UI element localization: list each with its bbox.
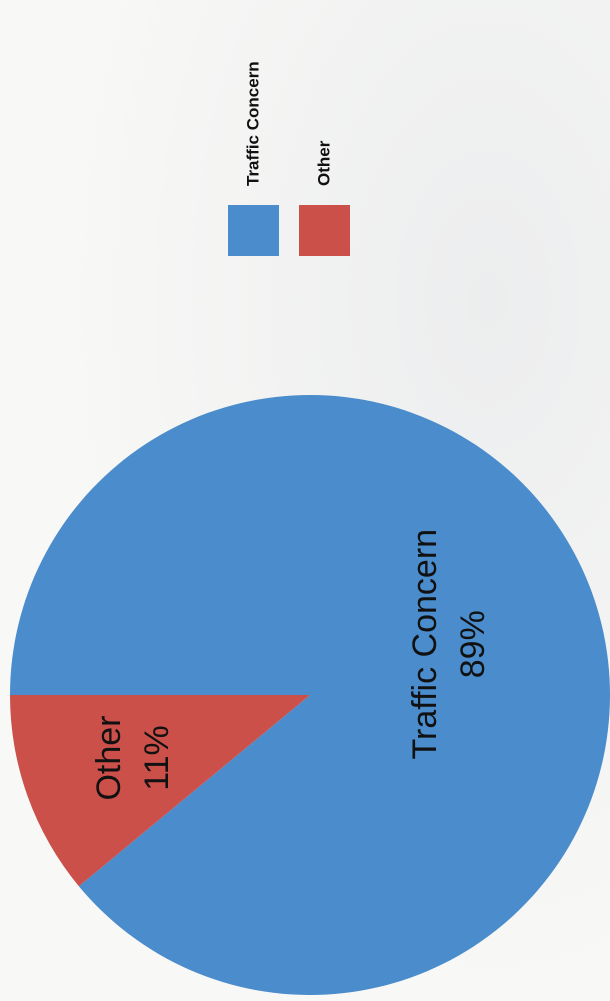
legend-label: Other bbox=[314, 140, 333, 186]
slice-label: Other bbox=[90, 715, 128, 800]
legend-label: Traffic Concern bbox=[243, 61, 262, 186]
slice-value-label: 11% bbox=[138, 725, 176, 791]
chart: Traffic Concern 89% Other 11% Traffic Concer… bbox=[0, 0, 610, 1001]
slice-value-label: 89% bbox=[454, 610, 492, 678]
legend-swatch bbox=[299, 205, 350, 256]
legend-swatch bbox=[228, 205, 279, 256]
slice-label: Traffic Concern bbox=[406, 529, 444, 760]
